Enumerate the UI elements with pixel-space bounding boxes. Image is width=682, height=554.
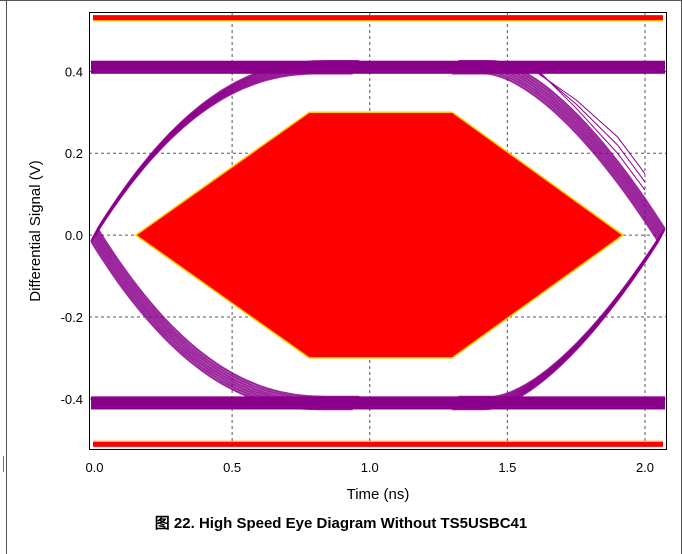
y-tick-label: -0.4 [61, 392, 83, 407]
falling-transition-left [96, 228, 360, 398]
x-tick-label: 0.5 [223, 460, 241, 475]
falling-transition-left [92, 236, 355, 407]
x-tick-labels: 0.0 0.5 1.0 1.5 2.0 [85, 460, 654, 475]
falling-transition-left [90, 240, 353, 411]
eye-diagram-chart: 0.0 0.5 1.0 1.5 2.0 0.4 0.2 0.0 -0.2 -0.4 Time (… [27, 12, 667, 503]
frame-stub [0, 456, 4, 472]
falling-transition-left [93, 234, 356, 404]
falling-transition-left [91, 238, 354, 409]
falling-transition-right [451, 72, 660, 242]
figure-caption: 图 22. High Speed Eye Diagram Without TS5… [154, 515, 528, 532]
falling-transition-left [94, 232, 358, 402]
signal-traces [90, 60, 666, 411]
falling-transition-right [458, 60, 666, 230]
falling-transition-right [454, 68, 662, 238]
falling-transition-right [455, 66, 663, 236]
falling-transition-right [452, 70, 661, 240]
frame-left-border [6, 0, 7, 554]
falling-transition-right [457, 62, 665, 232]
y-tick-label: -0.2 [61, 310, 83, 325]
eye-mask [135, 111, 624, 359]
rising-transition-right [458, 228, 666, 398]
y-tick-label: 0.2 [65, 146, 83, 161]
falling-transition-left [95, 230, 359, 400]
x-tick-label: 0.0 [85, 460, 103, 475]
high-level-rail [91, 60, 665, 74]
eye-mask-polygon [135, 111, 624, 359]
x-axis-title: Time (ns) [347, 486, 410, 503]
plot-border [89, 12, 667, 450]
y-axis-title: Differential Signal (V) [27, 160, 44, 301]
stray-trace [529, 66, 646, 174]
y-tick-label: 0.0 [65, 228, 83, 243]
upper-mask-limit [93, 15, 663, 22]
falling-transition-right [456, 64, 664, 234]
low-level-rail [91, 396, 665, 410]
stray-trace [534, 66, 646, 191]
frame-top-border [0, 0, 682, 1]
rising-transition-left [96, 60, 360, 230]
x-tick-label: 1.0 [361, 460, 379, 475]
mask-limit-bars [93, 15, 663, 447]
y-tick-labels: 0.4 0.2 0.0 -0.2 -0.4 [61, 64, 83, 406]
x-tick-label: 2.0 [636, 460, 654, 475]
x-tick-label: 1.5 [498, 460, 516, 475]
lower-mask-limit [93, 440, 663, 447]
y-tick-label: 0.4 [65, 64, 83, 79]
